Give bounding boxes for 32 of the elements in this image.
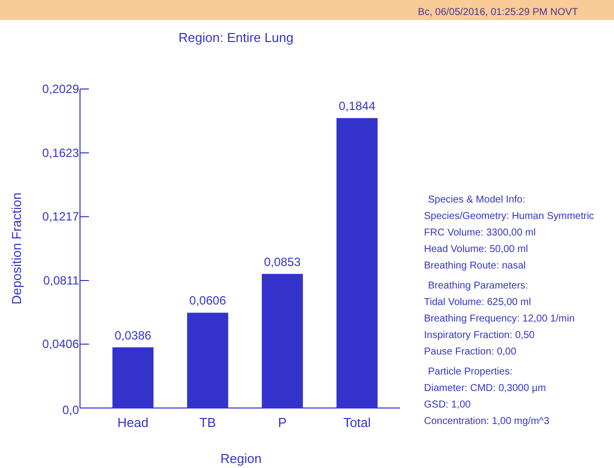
data-label: 0,0386 — [114, 328, 152, 342]
text: Tidal Volume: 625,00 ml — [424, 297, 531, 308]
x-tick-label: TB — [199, 415, 216, 430]
x-tick-label: Head — [117, 415, 148, 430]
text: Pause Fraction: 0,00 — [424, 346, 517, 358]
y-tick-label: 0,0811 — [43, 273, 80, 288]
data-label: 0,1844 — [338, 99, 376, 114]
y-tick-label: 0,1623 — [42, 146, 80, 160]
x-tick-label: P — [278, 415, 287, 430]
x-axis-title: Region — [220, 451, 262, 466]
y-tick-label: 0,0406 — [42, 337, 80, 352]
text: FRC Volume: 3300,00 ml — [424, 228, 536, 238]
text: Species & Model Info: — [428, 194, 526, 206]
y-tick-label: 0,2029 — [42, 82, 80, 96]
text: Вс, 06/05/2016, 01:25:29 PM NOVT — [418, 7, 578, 18]
text: Breathing Parameters: — [428, 280, 528, 292]
text: GSD: 1,00 — [424, 400, 472, 410]
y-tick-label: 0,0 — [62, 403, 80, 417]
data-label: 0,0606 — [189, 294, 226, 308]
text: Species/Geometry: Human Symmetric — [424, 211, 594, 222]
y-axis-title: Deposition Fraction — [9, 192, 24, 304]
chart-title: Region: Entire Lung — [178, 30, 294, 45]
text: Concentration: 1,00 mg/m^3 — [424, 416, 550, 427]
text: Particle Properties: — [428, 366, 512, 378]
text: Breathing Frequency: 12,00 1/min — [424, 314, 575, 324]
text: Head Volume: 50,00 ml — [424, 244, 528, 255]
text: Inspiratory Fraction: 0,50 — [424, 330, 536, 341]
text: Breathing Route: nasal — [424, 260, 526, 272]
x-tick-label: Total — [343, 415, 371, 430]
data-label: 0,0853 — [264, 254, 302, 269]
y-tick-label: 0,1217 — [42, 210, 80, 224]
text: Diameter: CMD: 0,3000 µm — [424, 383, 546, 394]
